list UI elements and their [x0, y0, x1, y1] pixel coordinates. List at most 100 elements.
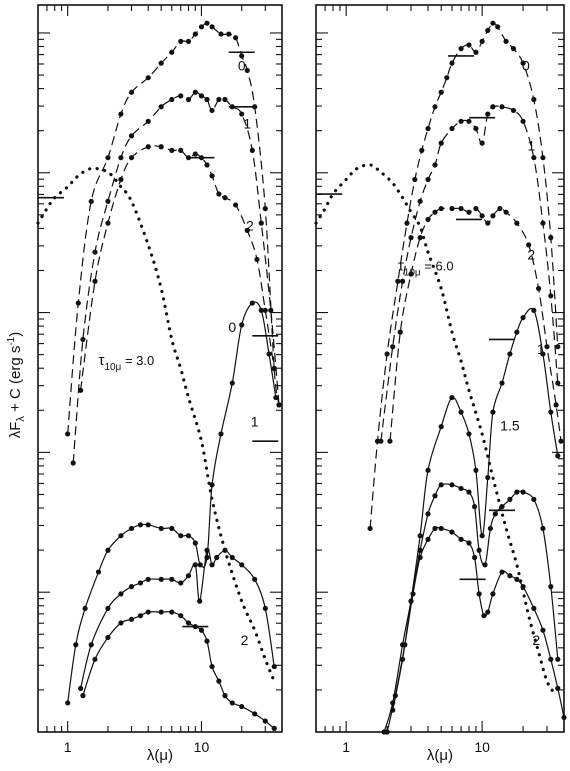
left-series-0-dashed-point [169, 49, 175, 55]
left-series-3-solid-point [82, 605, 88, 612]
left-series-1-dashed-point [178, 93, 184, 99]
right-series-2-dashed-point [553, 402, 559, 408]
left-panel: 1 10 0 1 2 0 1 2 τ10μ = 3.0 λ(μ) [36, 4, 283, 764]
left-series-4-solid-point [197, 598, 203, 604]
left-series-4-solid-label: 1 [251, 414, 259, 430]
right-series-1-dashed-point [485, 111, 491, 117]
left-series-0-dashed-point [244, 67, 250, 74]
left-series-2-dashed-point [118, 176, 124, 183]
left-series-2-dashed-point [209, 173, 215, 179]
left-series-5-solid-point [118, 620, 124, 626]
right-series-1-dashed-line [380, 105, 559, 442]
left-series-2-dashed-line [80, 145, 275, 391]
left-series-1-dashed-point [204, 96, 210, 103]
left-series-1-dashed-point [209, 107, 215, 114]
right-series-4-solid-point [514, 489, 520, 495]
left-panel-series [36, 20, 282, 731]
left-series-3-solid-point [118, 533, 124, 539]
left-x-tick-label: 10 [194, 739, 210, 755]
right-series-0-dashed-point [485, 27, 491, 34]
right-series-4-solid-point [471, 504, 478, 510]
left-series-2-dashed-point [244, 227, 250, 233]
right-series-3-solid-point [458, 409, 464, 415]
right-series-3-solid-point [490, 409, 496, 415]
left-series-3-solid-label: 0 [228, 319, 236, 335]
left-series-1-dashed-point [118, 155, 124, 161]
left-series-1-dashed-point [222, 96, 228, 103]
right-series-5-solid-point [555, 685, 561, 691]
right-series-2-dashed-point [449, 205, 455, 212]
left-panel-x-axis-label: λ(μ) [147, 747, 173, 764]
right-series-2-dashed-point [425, 216, 431, 223]
left-panel-tau-annotation: τ10μ = 3.0 [99, 352, 155, 373]
right-panel: 1 10 0 1 2 1 1.5 2 τ10μ = 6.0 λ(μ) [314, 4, 567, 764]
right-series-5-solid-label: 2 [532, 632, 540, 648]
left-series-2-dashed-point [105, 220, 111, 226]
left-series-0-dashed-point [226, 31, 232, 37]
right-series-5-solid-point [458, 536, 464, 542]
left-series-1-dashed-point [192, 89, 198, 95]
left-series-0-dashed-point [192, 31, 198, 37]
left-series-2-dashed-point [222, 195, 228, 201]
right-series-4-solid-point [449, 482, 455, 488]
right-x-tick-label: 1 [342, 739, 350, 755]
left-series-5-solid-point [252, 711, 258, 717]
right-series-4-solid-point [548, 584, 554, 590]
left-series-3-solid-point [178, 533, 184, 539]
left-series-4-solid-point [137, 580, 144, 586]
left-series-0-dashed-point [209, 24, 215, 30]
right-series-4-solid-point [540, 525, 546, 532]
left-series-4-solid-point [185, 573, 192, 579]
left-series-2-dashed-point [145, 144, 151, 150]
right-series-2-dashed-point [432, 209, 438, 215]
right-series-1-dashed-point [417, 198, 423, 204]
left-series-4-solid-point [118, 591, 124, 597]
left-series-5-solid-point [137, 613, 144, 619]
left-series-1-dashed-point [145, 118, 151, 124]
left-series-1-dashed-point [239, 111, 245, 117]
right-series-5-solid-point [402, 642, 408, 648]
left-series-3-solid-point [249, 300, 255, 306]
right-series-1-dashed-point [458, 118, 464, 124]
left-series-5-solid-point [229, 700, 235, 706]
left-series-0-dashed-point [262, 205, 268, 212]
left-series-5-solid-point [262, 718, 268, 724]
left-series-2-dashed-point [178, 147, 184, 153]
right-series-0-dashed-point [425, 125, 431, 132]
left-panel-ticks [37, 5, 283, 732]
left-series-1-dashed-point [169, 96, 175, 103]
right-series-3-solid-point [473, 467, 479, 473]
left-series-4-solid-point [88, 642, 94, 648]
left-series-5-solid-point [80, 693, 86, 699]
right-series-2-dashed-point [479, 213, 485, 219]
left-series-2-dashed-point [262, 307, 268, 313]
left-series-1-dashed-point [216, 96, 222, 103]
right-series-1-dashed-point [540, 220, 546, 226]
left-series-5-solid-point [178, 613, 184, 619]
right-series-1-dashed-label: 1 [527, 137, 535, 153]
left-series-5-solid-point [105, 634, 111, 641]
right-series-2-dashed-point [558, 438, 564, 444]
left-series-4-solid-point [192, 562, 198, 568]
left-series-5-solid-point [216, 678, 222, 684]
left-series-3-solid-point [73, 642, 79, 648]
right-series-2-dashed-point [503, 209, 509, 215]
right-series-0-dashed-point [384, 351, 390, 357]
right-series-4-solid-label: 1.5 [500, 417, 520, 433]
left-series-0-dashed-line [67, 22, 280, 434]
left-series-4-solid-point [145, 576, 151, 582]
left-series-0-dashed-point [65, 431, 71, 437]
right-series-4-solid-point [417, 547, 423, 553]
right-series-0-dashed-point [490, 20, 496, 26]
left-series-1-dashed-point [268, 307, 274, 313]
right-series-5-solid-point [499, 569, 505, 575]
left-series-5-solid-point [209, 663, 215, 670]
right-series-5-solid-point [531, 605, 537, 612]
left-series-3-solid-point [128, 525, 135, 532]
left-series-0-dashed-point [75, 300, 81, 306]
right-series-0-dashed-point [444, 75, 450, 81]
right-series-2-dashed-point [387, 438, 393, 444]
right-series-0-dashed-point [458, 46, 464, 52]
right-panel-tau-symbol: τ [398, 257, 404, 274]
right-series-5-solid-point [466, 540, 472, 546]
